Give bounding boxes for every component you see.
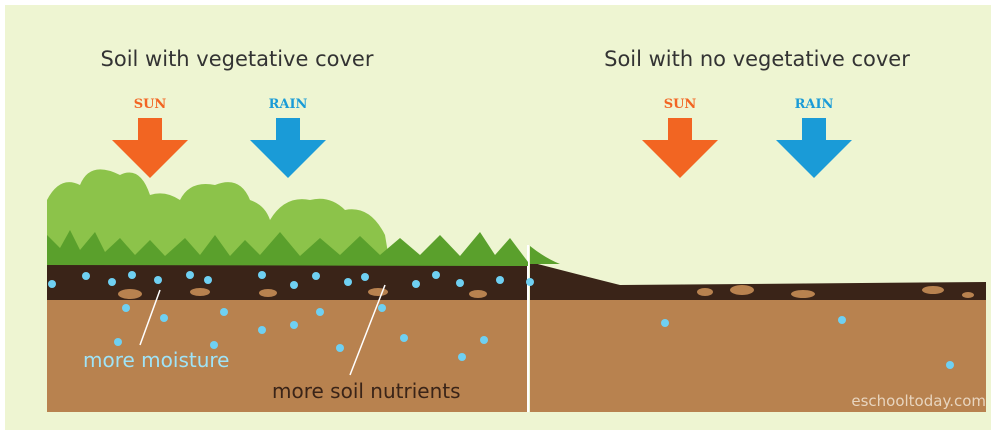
nutrients-label: more soil nutrients [272, 379, 461, 403]
subsoil [47, 292, 528, 412]
sun-label: SUN [134, 97, 167, 112]
stones [118, 285, 974, 299]
rain-label: RAIN [269, 97, 308, 112]
topsoil [530, 262, 986, 300]
grass [530, 246, 560, 264]
sun-arrow [112, 118, 188, 178]
rain-arrow [250, 118, 326, 178]
bushes [47, 169, 528, 266]
pointer [349, 284, 386, 376]
moisture-label: more moisture [83, 348, 229, 372]
pointer [139, 289, 161, 346]
title: Soil with no vegetative cover [604, 47, 910, 71]
moisture-dots [48, 271, 954, 369]
sun-label: SUN [664, 97, 697, 112]
title: Soil with vegetative cover [101, 47, 374, 71]
credit: eschooltoday.com [851, 392, 986, 410]
subsoil [530, 295, 986, 412]
sun-arrow [642, 118, 718, 178]
rain-arrow [776, 118, 852, 178]
rain-label: RAIN [795, 97, 834, 112]
